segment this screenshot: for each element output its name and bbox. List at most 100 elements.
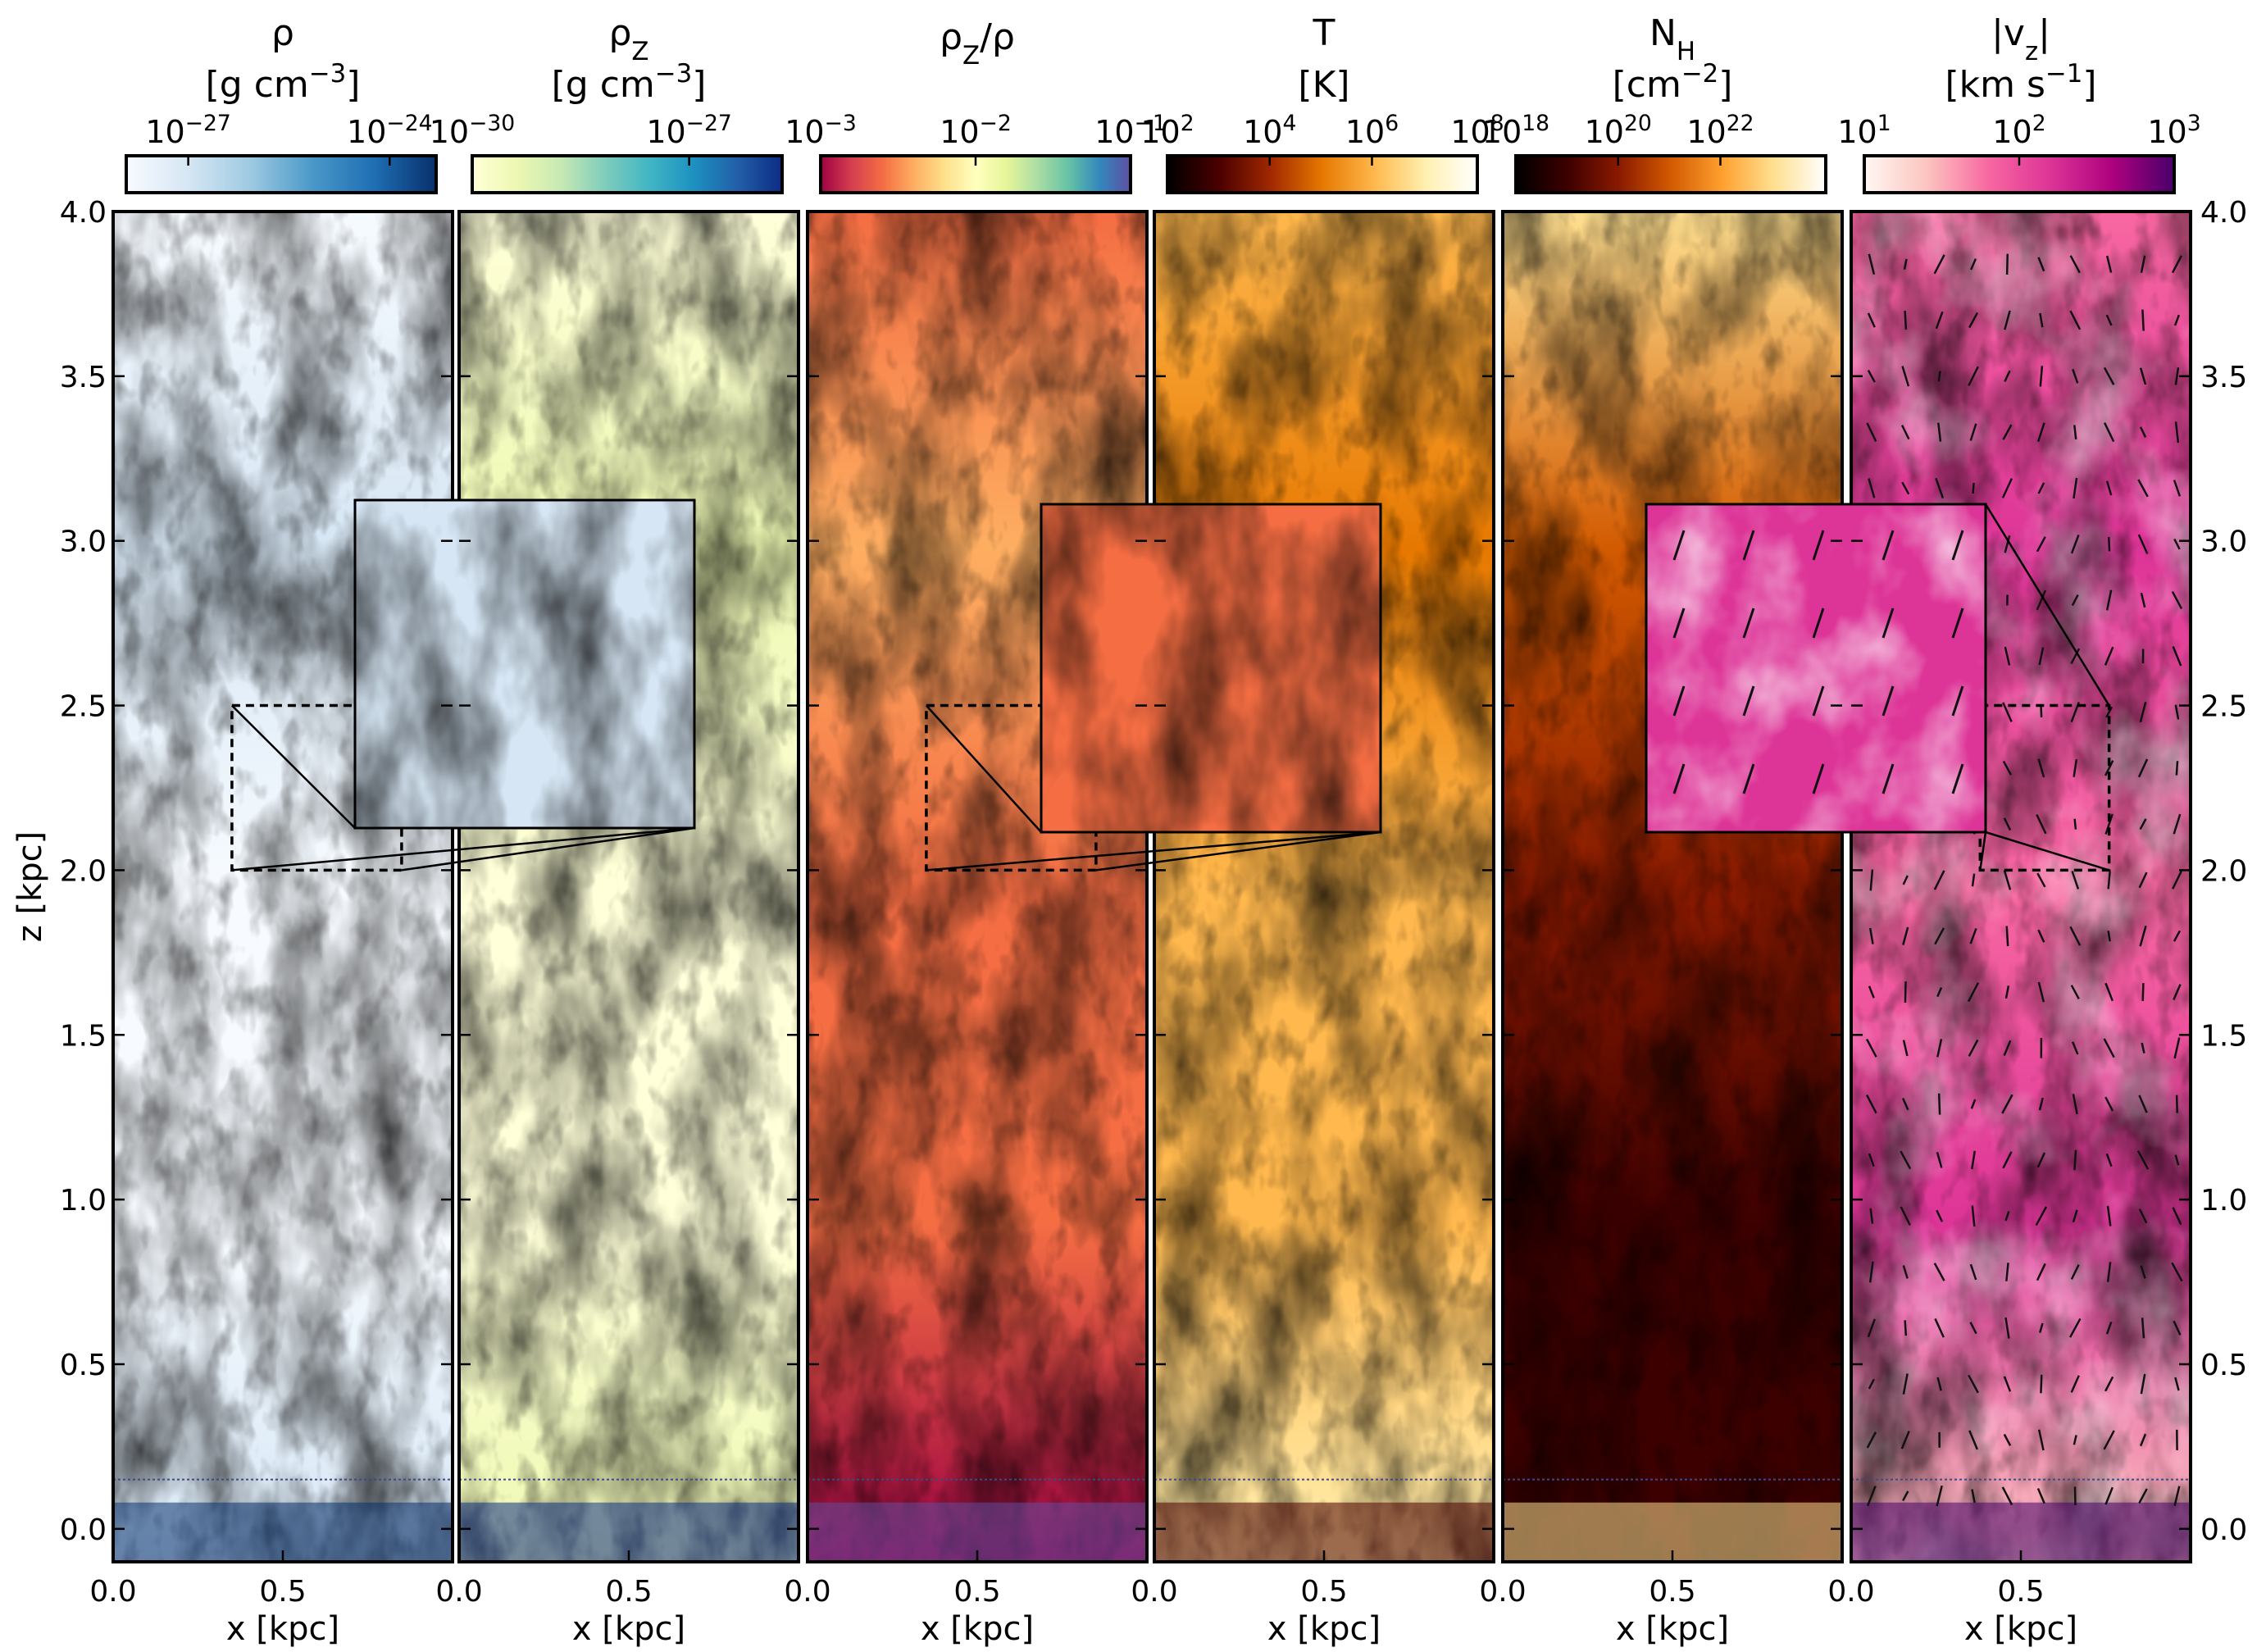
velocity-arrow — [2036, 536, 2046, 553]
velocity-arrow — [2039, 366, 2044, 387]
x-axis-rhoZ: 0.0 0.5x [kpc] — [435, 1550, 685, 1648]
velocity-arrow — [1812, 608, 1825, 639]
velocity-arrow — [1900, 1150, 1912, 1170]
velocity-arrow — [2173, 1037, 2181, 1059]
velocity-arrow — [1742, 763, 1755, 794]
velocity-arrow — [2139, 925, 2147, 947]
velocity-arrow — [2137, 758, 2149, 778]
velocity-arrow — [2001, 1486, 2013, 1506]
panel-title-text: T — [1313, 12, 1335, 54]
z-tick-label: 2.5 — [2200, 690, 2247, 724]
zoom-inset-rho — [230, 498, 696, 872]
fine-structure-overlay — [808, 212, 1147, 1562]
velocity-arrow — [2035, 1206, 2048, 1226]
velocity-arrow — [2036, 1263, 2046, 1281]
velocity-arrow — [2139, 818, 2147, 831]
zoom-inset-frame — [1645, 503, 1987, 834]
velocity-arrow — [2173, 930, 2182, 942]
velocity-arrow — [2172, 871, 2182, 890]
velocity-arrow — [2005, 1263, 2009, 1281]
velocity-arrow — [2036, 1152, 2046, 1168]
velocity-arrow — [1971, 1205, 1976, 1227]
colorbar-tick-label: 106 — [1345, 111, 1399, 151]
panel-unit-text: [g cm−3] — [206, 59, 361, 106]
velocity-arrow — [2171, 1262, 2183, 1282]
zoom-field — [355, 500, 694, 828]
velocity-arrow — [1969, 1322, 1977, 1335]
z-tick-label: 0.0 — [2200, 1513, 2247, 1547]
panel-title-NH: NH[cm−2] — [1613, 12, 1733, 106]
velocity-arrow — [2104, 760, 2114, 776]
velocity-arrow — [2140, 1265, 2146, 1279]
panel-unit-text: [K] — [1298, 64, 1349, 106]
z-tick-label: 3.0 — [2200, 526, 2247, 559]
velocity-arrow — [2036, 1488, 2045, 1504]
velocity-arrow — [2138, 1208, 2148, 1224]
panel-ratio: ρZ/ρ 10−3 10−2 10−1 — [785, 16, 1167, 1563]
panel-title-rhoZ: ρZ[g cm−3] — [552, 12, 707, 106]
velocity-arrow — [2004, 535, 2011, 553]
velocity-arrow — [2072, 1209, 2078, 1223]
velocity-arrow — [2073, 425, 2077, 439]
colorbar-tick-label: 103 — [2147, 111, 2200, 151]
x-axis-NH: 0.0 0.5x [kpc] — [1479, 1550, 1729, 1648]
velocity-arrow — [2004, 1211, 2010, 1222]
panel-title-text: |vz| — [1991, 12, 2050, 66]
velocity-arrow — [2036, 814, 2047, 835]
velocity-arrow — [2138, 1488, 2148, 1504]
z-tick-label: 3.5 — [60, 361, 107, 394]
velocity-arrow — [2070, 985, 2080, 999]
panel-unit-text: [km s−1] — [1945, 59, 2097, 106]
velocity-arrow — [1902, 926, 1909, 945]
colorbar-tick-label: 102 — [1992, 111, 2045, 151]
z-ticks-NH — [1503, 210, 1842, 1531]
velocity-arrow — [1904, 981, 1907, 1003]
velocity-arrow — [2071, 1041, 2079, 1055]
velocity-arrow — [2104, 982, 2114, 1002]
velocity-arrow — [2037, 257, 2045, 272]
velocity-arrow — [1901, 1098, 1909, 1111]
colorbar-tick-label: 104 — [1243, 111, 1296, 151]
colorbar-tick-label: 10−1 — [1094, 111, 1167, 151]
x-axis-rho: 0.0 0.5x [kpc] — [89, 1550, 339, 1648]
velocity-arrow — [2171, 590, 2183, 610]
velocity-arrow — [1866, 422, 1877, 442]
velocity-arrow — [1672, 763, 1686, 794]
velocity-arrow — [1672, 608, 1686, 639]
velocity-arrow — [2005, 253, 2009, 275]
velocity-arrow — [1869, 869, 1874, 891]
axes-group: 0.0 0.5x [kpc]0.0 0.5x [kpc]0.0 0.5x [kpc]0… — [11, 196, 2247, 1648]
velocity-arrow — [1867, 312, 1876, 328]
z-ticks-ratio — [808, 210, 1147, 1531]
z-tick-label: 1.5 — [60, 1019, 107, 1053]
z-ticks-rho — [113, 210, 453, 1531]
velocity-arrow — [1934, 927, 1945, 945]
velocity-arrow — [1868, 1378, 1875, 1390]
velocity-arrow — [1868, 985, 1875, 999]
x-tick-label: 0.0 — [435, 1575, 482, 1609]
velocity-arrow — [1869, 1208, 1874, 1224]
velocity-arrow — [2173, 314, 2180, 326]
x-tick-label: 0.5 — [605, 1575, 652, 1609]
colorbar-T: 102 104 106 108 — [1140, 111, 1504, 194]
velocity-arrow — [2003, 1433, 2012, 1446]
velocity-arrow — [2137, 534, 2149, 554]
velocity-arrow — [2107, 931, 2111, 942]
velocity-arrow — [2104, 1096, 2114, 1112]
velocity-arrow — [2073, 1149, 2077, 1171]
velocity-arrow — [2039, 312, 2044, 328]
velocity-arrow — [1968, 1374, 1979, 1394]
velocity-arrow — [2038, 1097, 2044, 1111]
velocity-arrow — [1933, 870, 1945, 890]
panel-title-ratio: ρZ/ρ — [940, 16, 1015, 71]
velocity-arrow — [2038, 1322, 2044, 1333]
velocity-arrow — [2137, 479, 2149, 498]
zoom-inset-frame — [1040, 503, 1382, 834]
colorbar-tick-label: 10−27 — [145, 111, 230, 151]
velocity-arrow — [2171, 255, 2183, 274]
velocity-arrow — [2040, 707, 2043, 718]
velocity-arrow — [2173, 538, 2181, 550]
velocity-arrow — [1937, 1093, 1941, 1115]
x-tick-label: 0.5 — [1997, 1575, 2044, 1609]
z-tick-label: 4.0 — [60, 196, 107, 230]
